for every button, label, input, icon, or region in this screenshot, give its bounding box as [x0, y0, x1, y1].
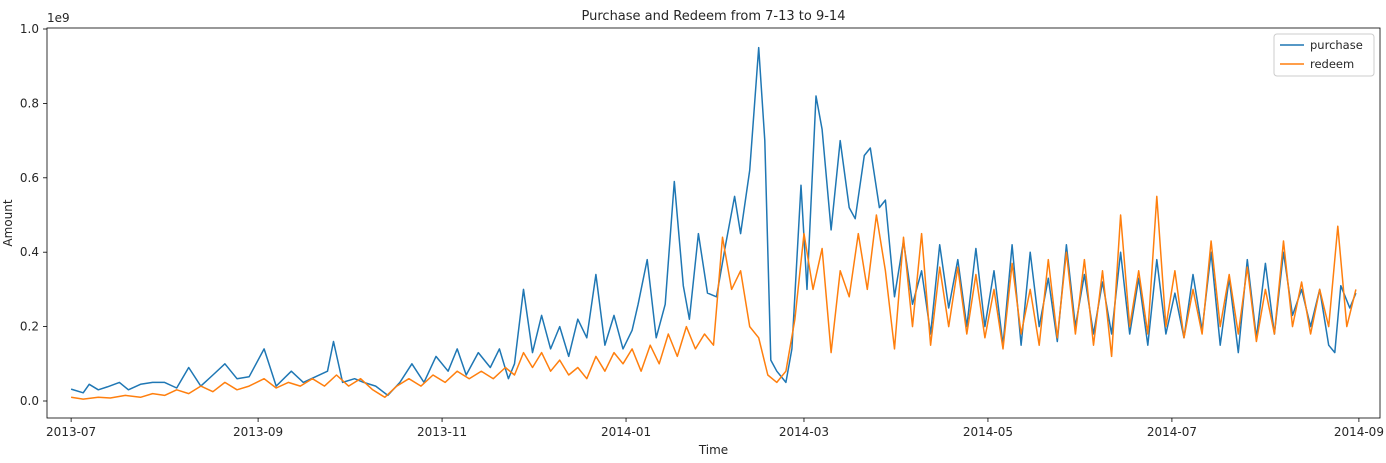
y-axis-ticks: 0.0 0.2 0.4 0.6 0.8 1.0	[20, 22, 47, 408]
series-line-purchase	[70, 46, 1357, 397]
x-tick-label: 2013-09	[233, 425, 283, 439]
axes-frame	[46, 27, 1381, 419]
y-scale-label: 1e9	[47, 11, 70, 25]
x-axis-ticks: 2013-07 2013-09 2013-11 2014-01 2014-03 2014-…	[46, 418, 1384, 439]
x-tick-label: 2014-01	[601, 425, 651, 439]
x-tick-label: 2014-05	[963, 425, 1013, 439]
x-tick-label: 2014-09	[1334, 425, 1384, 439]
x-tick-label: 2013-07	[46, 425, 96, 439]
y-tick-label: 0.6	[20, 171, 39, 185]
y-axis-title: Amount	[1, 199, 15, 246]
x-axis-title: Time	[698, 443, 728, 457]
legend-label-redeem: redeem	[1310, 57, 1354, 71]
legend: purchase redeem	[1273, 33, 1375, 77]
x-tick-label: 2014-07	[1147, 425, 1197, 439]
y-tick-label: 0.0	[20, 394, 39, 408]
series-line-redeem	[70, 195, 1357, 400]
x-tick-label: 2013-11	[417, 425, 467, 439]
y-tick-label: 0.4	[20, 245, 39, 259]
y-tick-label: 1.0	[20, 22, 39, 36]
series-layer	[70, 46, 1357, 400]
plot-frame	[46, 27, 1381, 419]
y-tick-label: 0.2	[20, 320, 39, 334]
y-tick-label: 0.8	[20, 96, 39, 110]
x-tick-label: 2014-03	[779, 425, 829, 439]
chart-title: Purchase and Redeem from 7-13 to 9-14	[582, 9, 846, 24]
legend-label-purchase: purchase	[1310, 38, 1363, 52]
